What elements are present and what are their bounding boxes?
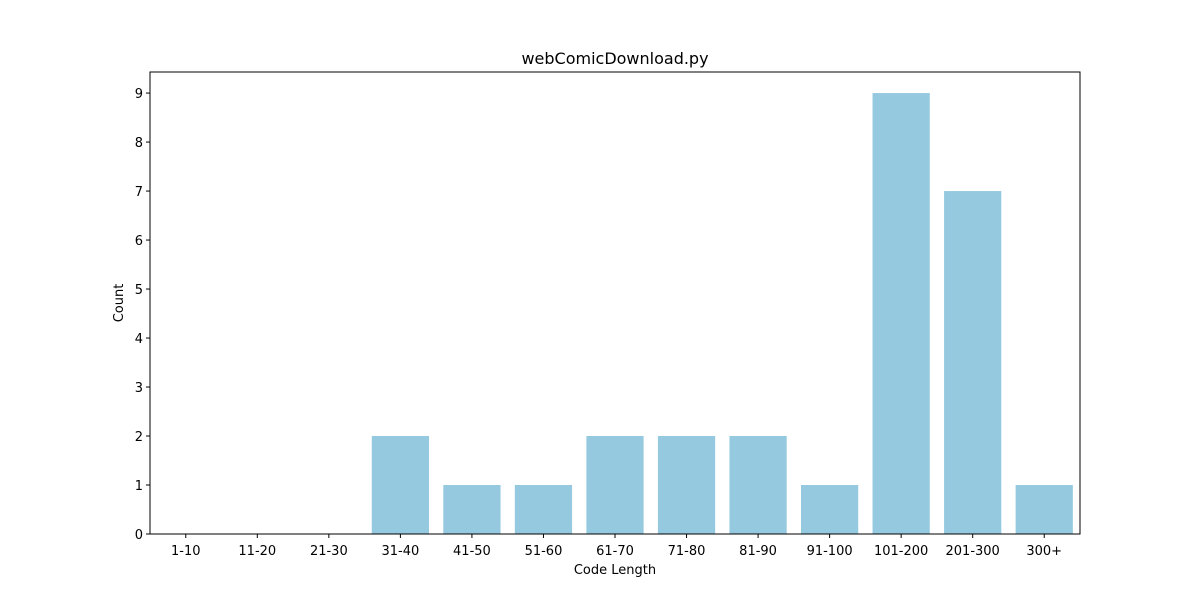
bar-91-100 xyxy=(801,485,859,534)
bar-101-200 xyxy=(872,93,930,535)
x-tick-label: 300+ xyxy=(1026,544,1062,559)
bar-201-300 xyxy=(944,191,1002,535)
y-tick-label: 0 xyxy=(135,528,143,543)
y-tick-label: 5 xyxy=(135,283,143,298)
y-tick-label: 7 xyxy=(135,185,143,200)
bar-300+ xyxy=(1015,485,1073,534)
x-tick-label: 71-80 xyxy=(668,544,706,559)
bar-51-60 xyxy=(514,485,573,534)
x-tick-label: 91-100 xyxy=(807,544,853,559)
y-tick-label: 8 xyxy=(135,136,143,151)
y-axis-label: Count xyxy=(112,284,127,323)
x-tick-label: 201-300 xyxy=(946,544,1000,559)
x-tick-label: 101-200 xyxy=(874,544,928,559)
bar-81-90 xyxy=(729,436,787,534)
bar-61-70 xyxy=(586,436,644,534)
y-tick-label: 2 xyxy=(135,430,143,445)
x-axis-label: Code Length xyxy=(574,563,656,578)
y-tick-label: 6 xyxy=(135,234,143,249)
x-axis: 1-10 11-20 21-30 31-40 41-50 51-60 61-70 71-80 8… xyxy=(171,534,1062,559)
bar-31-40 xyxy=(371,436,429,534)
x-tick-label: 61-70 xyxy=(596,544,634,559)
y-tick-label: 3 xyxy=(135,381,143,396)
bar-41-50 xyxy=(443,485,501,534)
bar-71-80 xyxy=(657,436,716,534)
x-tick-label: 51-60 xyxy=(525,544,563,559)
y-axis: 0 1 2 3 4 5 6 7 8 9 xyxy=(135,87,150,543)
x-tick-label: 21-30 xyxy=(310,544,348,559)
x-tick-label: 41-50 xyxy=(453,544,491,559)
x-tick-label: 81-90 xyxy=(739,544,777,559)
bars-group xyxy=(371,93,1073,535)
y-tick-label: 1 xyxy=(135,479,143,494)
chart-title: webComicDownload.py xyxy=(521,49,708,68)
x-tick-label: 31-40 xyxy=(381,544,419,559)
x-tick-label: 1-10 xyxy=(171,544,201,559)
x-tick-label: 11-20 xyxy=(238,544,276,559)
y-tick-label: 9 xyxy=(135,87,143,102)
y-tick-label: 4 xyxy=(135,332,143,347)
